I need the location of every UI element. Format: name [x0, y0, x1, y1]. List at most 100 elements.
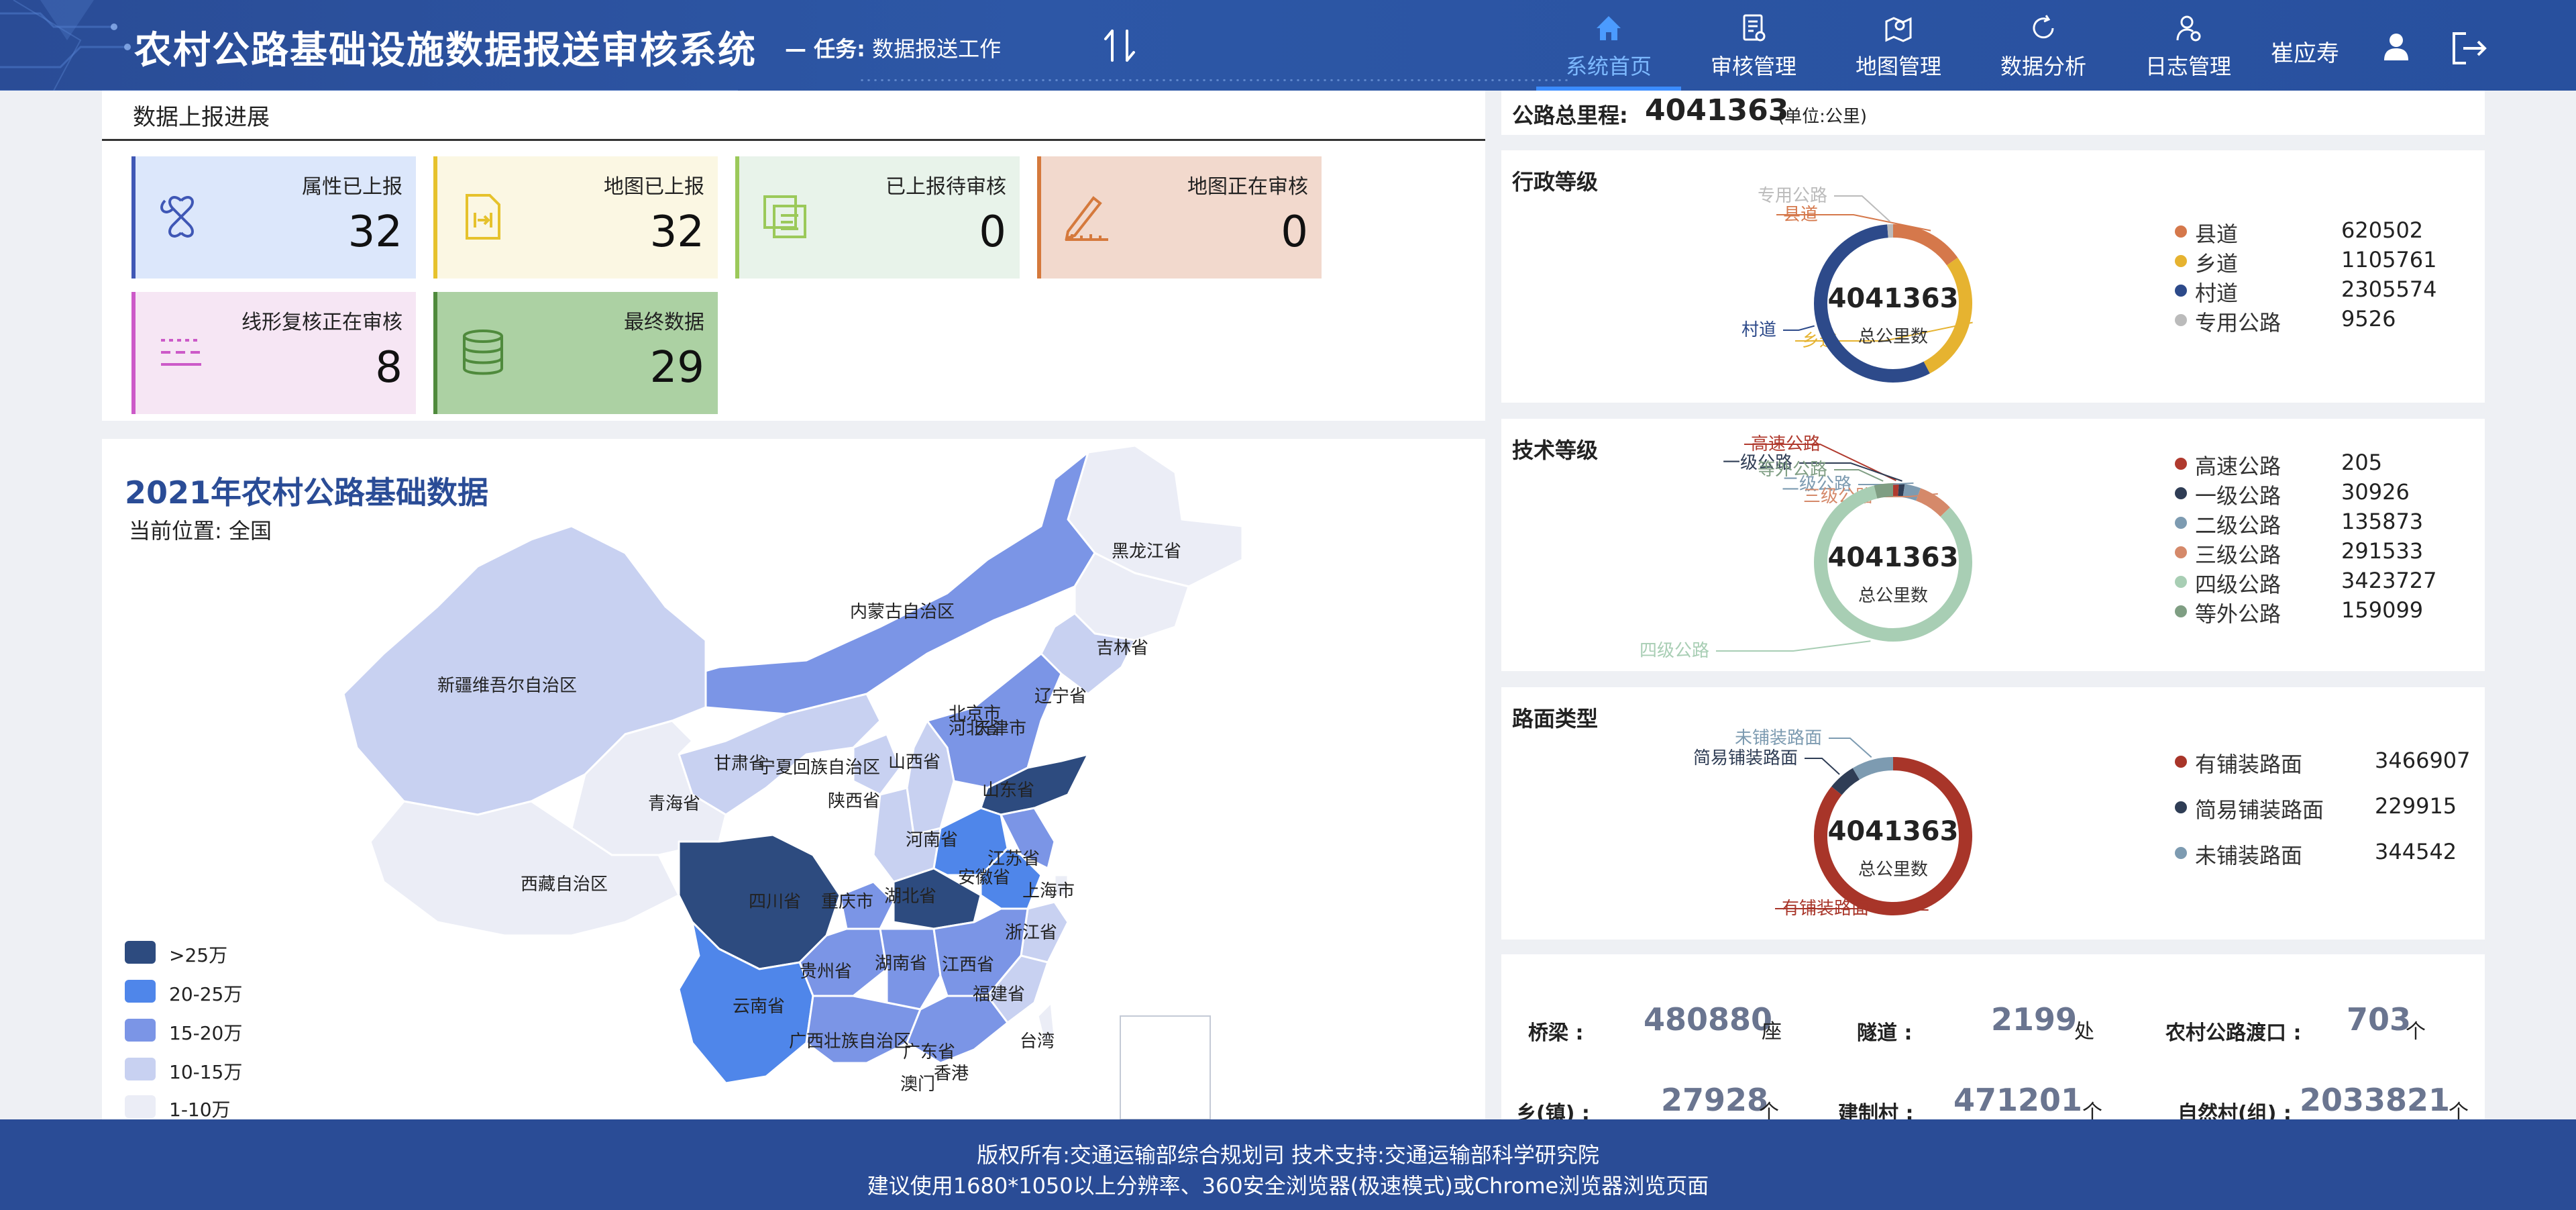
- stat-label: 建制村 :: [1838, 1102, 1914, 1119]
- legend-value: 229915: [2375, 793, 2457, 819]
- province-liaoning[interactable]: [1040, 612, 1136, 695]
- card-label: 属性已上报: [302, 175, 402, 199]
- card-map-reviewing[interactable]: 地图正在审核 0: [1037, 156, 1322, 279]
- legend-dot: [2175, 225, 2187, 238]
- slice-label: 一级公路: [1723, 453, 1792, 473]
- refresh-icon: [2033, 15, 2054, 39]
- logout-icon[interactable]: [2449, 30, 2489, 67]
- tech-level-panel: 高速公路 一级公路 二级公路 三级公路 四级公路 等外公路 4041363 总公里数 技术等级…: [1501, 419, 2485, 671]
- nav-item-home[interactable]: 系统首页: [1536, 0, 1681, 91]
- leader-line: [1716, 640, 1871, 652]
- nav-item-analysis[interactable]: 数据分析: [1971, 0, 2116, 91]
- app-header: 农村公路基础设施数据报送审核系统 — 任务: 数据报送工作 系统首页 审核管理: [0, 0, 2576, 91]
- card-value: 0: [1281, 207, 1308, 257]
- donut-slice: [1892, 224, 1958, 266]
- stat-label: 自然村(组) :: [2178, 1102, 2292, 1119]
- legend-name: 村道: [2195, 281, 2239, 306]
- province-label: 湖南省: [875, 954, 927, 974]
- legend-swatch: [125, 1095, 156, 1118]
- legend-value: 30926: [2341, 479, 2410, 505]
- database-icon: [463, 330, 503, 375]
- legend-label: 1-10万: [169, 1099, 231, 1119]
- legend-value: 291533: [2341, 538, 2424, 564]
- legend-label: 15-20万: [169, 1022, 243, 1044]
- province-label: 辽宁省: [1034, 687, 1087, 707]
- legend-name: 四级公路: [2195, 572, 2282, 597]
- card-map-reported[interactable]: 地图已上报 32: [433, 156, 718, 279]
- province-taiwan[interactable]: [1036, 1001, 1056, 1044]
- donut-center-value: 4041363: [1828, 542, 1959, 573]
- province-label: 台湾: [1020, 1031, 1055, 1052]
- province-label: 河北省: [949, 719, 1001, 739]
- card-line-recheck[interactable]: 线形复核正在审核 8: [131, 292, 416, 414]
- card-label: 线形复核正在审核: [241, 311, 402, 334]
- card-label: 地图已上报: [604, 175, 704, 199]
- user-icon[interactable]: [2380, 31, 2412, 63]
- swap-vertical-icon[interactable]: [1100, 27, 1140, 64]
- stat-value: 2199: [1991, 1001, 2078, 1038]
- document-icon: [1743, 14, 1766, 42]
- donut-slice: [1902, 484, 1921, 501]
- stat-unit: 个: [2449, 1101, 2469, 1119]
- stat-unit: 个: [2406, 1020, 2426, 1044]
- donut-slice: [1852, 757, 1894, 780]
- footer-browser-hint: 建议使用1680*1050以上分辨率、360安全浏览器(极速模式)或Chrome…: [867, 1173, 1709, 1199]
- province-shanghai[interactable]: [1053, 874, 1069, 897]
- nav-label-analysis: 数据分析: [2000, 54, 2086, 79]
- legend-value: 2305574: [2341, 276, 2437, 302]
- province-guangdong[interactable]: [906, 995, 1009, 1064]
- legend-swatch: [125, 980, 156, 1003]
- legend-name: 三级公路: [2195, 542, 2282, 568]
- leader-line: [1805, 758, 1840, 775]
- stat-bridges: 桥梁 : 480880 座: [1501, 1001, 1823, 1045]
- legend-value: 9526: [2341, 306, 2396, 332]
- slice-label: 有铺装路面: [1782, 899, 1869, 919]
- province-label: 浙江省: [1005, 923, 1057, 943]
- stat-unit: 个: [1759, 1101, 1779, 1119]
- leader-line: [1783, 325, 1815, 331]
- province-gansu[interactable]: [678, 693, 881, 816]
- province-chongqing[interactable]: [839, 880, 895, 930]
- nav-item-map[interactable]: 地图管理: [1826, 0, 1971, 91]
- china-choropleth-map[interactable]: 黑龙江省 内蒙古自治区 吉林省 辽宁省 新疆维吾尔自治区 北京市 天津市 河北省…: [102, 439, 1485, 1119]
- card-final-data[interactable]: 最终数据 29: [433, 292, 718, 414]
- legend-value: 1105761: [2341, 247, 2437, 272]
- province-label: 甘肃省: [714, 754, 766, 774]
- stat-label: 乡(镇) :: [1516, 1102, 1590, 1119]
- card-attribute-reported[interactable]: 属性已上报 32: [131, 156, 416, 279]
- card-value: 32: [649, 207, 704, 257]
- nav-item-audit[interactable]: 审核管理: [1681, 0, 1826, 91]
- donut-slice: [1923, 257, 1972, 374]
- province-yunnan[interactable]: [678, 921, 814, 1085]
- province-anhui[interactable]: [979, 847, 1042, 910]
- user-name[interactable]: 崔应寿: [2271, 40, 2339, 67]
- province-ningxia[interactable]: [852, 733, 902, 796]
- card-value: 8: [375, 343, 402, 393]
- leader-line: [1834, 195, 1891, 222]
- nav-item-logs[interactable]: 日志管理: [2116, 0, 2261, 91]
- legend-value: 135873: [2341, 509, 2424, 534]
- province-label: 上海市: [1022, 881, 1075, 901]
- legend-dot: [2175, 314, 2187, 326]
- province-label: 山西省: [888, 752, 941, 772]
- province-jiangsu[interactable]: [1000, 807, 1056, 870]
- card-label: 已上报待审核: [885, 175, 1006, 199]
- legend-name: 有铺装路面: [2195, 752, 2303, 777]
- donut-center-label: 总公里数: [1858, 327, 1928, 347]
- legend-value: 620502: [2341, 217, 2424, 243]
- card-label: 最终数据: [624, 311, 704, 334]
- province-xizang[interactable]: [369, 800, 680, 937]
- panel-title: 技术等级: [1512, 438, 1599, 463]
- stat-value: 2033821: [2300, 1082, 2451, 1118]
- main-nav: 系统首页 审核管理 地图管理 数据分析: [1536, 0, 2261, 91]
- stat-label: 隧道 :: [1857, 1021, 1913, 1045]
- legend-label: 20-25万: [169, 983, 243, 1005]
- task-indicator: — 任务: 数据报送工作: [785, 32, 1001, 63]
- legend-value: 344542: [2375, 839, 2457, 864]
- donut-slice: [1814, 757, 1972, 915]
- legend-name: 二级公路: [2195, 513, 2282, 538]
- card-pending-review[interactable]: 已上报待审核 0: [735, 156, 1020, 279]
